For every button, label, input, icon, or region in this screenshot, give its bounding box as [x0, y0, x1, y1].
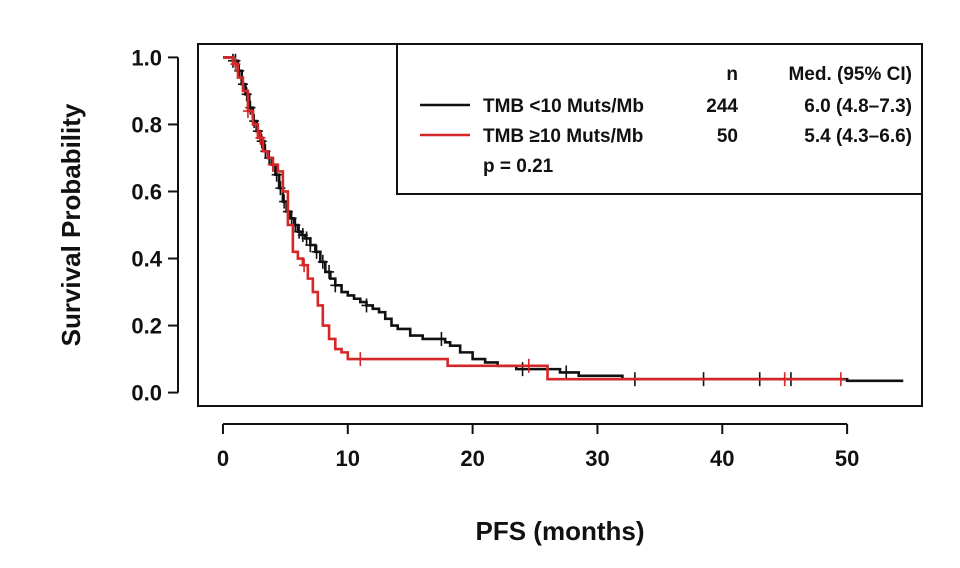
legend-n: 244: [706, 96, 738, 117]
x-tick-label: 30: [585, 446, 609, 471]
legend-label: TMB <10 Muts/Mb: [483, 96, 644, 117]
y-tick-label: 0.4: [131, 247, 162, 272]
x-axis: 0 10 20 30 40 50: [217, 423, 859, 471]
legend-header-median: Med. (95% CI): [788, 64, 912, 85]
y-tick-label: 0.6: [131, 179, 162, 204]
y-tick-label: 0.2: [131, 314, 162, 339]
legend: n Med. (95% CI) TMB <10 Muts/Mb 244 6.0 (4.8…: [396, 43, 923, 195]
legend-box: [396, 43, 923, 195]
legend-header-n: n: [726, 64, 738, 85]
x-tick-label: 0: [217, 446, 229, 471]
legend-median: 6.0 (4.8–7.3): [804, 96, 912, 117]
y-axis-title: Survival Probability: [56, 103, 86, 346]
x-tick-label: 10: [336, 446, 360, 471]
series-layer: [222, 53, 904, 387]
legend-pvalue: p = 0.21: [483, 156, 554, 177]
x-tick-label: 40: [710, 446, 734, 471]
x-axis-title: PFS (months): [476, 516, 645, 546]
y-axis: 0.0 0.2 0.4 0.6 0.8 1.0: [131, 45, 179, 406]
y-tick-label: 0.0: [131, 381, 162, 406]
x-tick-label: 20: [460, 446, 484, 471]
legend-label: TMB ≥10 Muts/Mb: [483, 126, 643, 147]
x-tick-label: 50: [835, 446, 859, 471]
km-curve-series-1: [222, 56, 841, 381]
y-tick-label: 0.8: [131, 112, 162, 137]
y-tick-label: 1.0: [131, 45, 162, 70]
legend-n: 50: [717, 126, 738, 147]
legend-median: 5.4 (4.3–6.6): [804, 126, 912, 147]
